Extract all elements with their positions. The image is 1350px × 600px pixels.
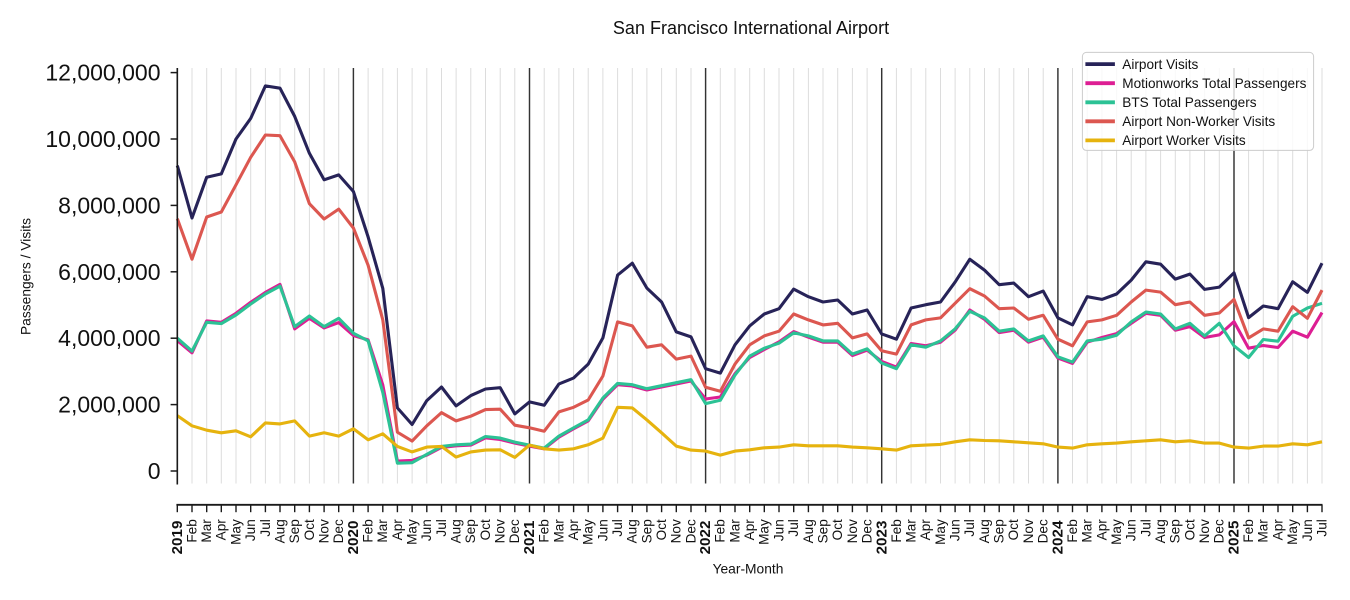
- svg-text:Apr: Apr: [390, 519, 405, 541]
- svg-text:Jun: Jun: [771, 519, 786, 541]
- svg-text:Sep: Sep: [463, 519, 478, 543]
- svg-text:Sep: Sep: [287, 519, 302, 543]
- svg-text:Oct: Oct: [830, 519, 845, 540]
- svg-text:6,000,000: 6,000,000: [58, 259, 160, 285]
- svg-text:Dec: Dec: [860, 519, 875, 543]
- svg-text:Jun: Jun: [419, 519, 434, 541]
- svg-text:Aug: Aug: [1153, 519, 1168, 543]
- svg-text:May: May: [1109, 519, 1124, 545]
- svg-text:Aug: Aug: [977, 519, 992, 543]
- svg-text:Dec: Dec: [683, 519, 698, 543]
- svg-text:Passengers / Visits: Passengers / Visits: [19, 218, 34, 335]
- svg-text:Oct: Oct: [1006, 519, 1021, 540]
- svg-text:Apr: Apr: [1094, 519, 1109, 541]
- svg-text:Jul: Jul: [610, 519, 625, 536]
- svg-text:Oct: Oct: [1182, 519, 1197, 540]
- svg-text:Apr: Apr: [566, 519, 581, 541]
- svg-text:Oct: Oct: [478, 519, 493, 540]
- svg-text:Motionworks Total Passengers: Motionworks Total Passengers: [1122, 76, 1306, 91]
- svg-text:8,000,000: 8,000,000: [58, 192, 160, 218]
- svg-text:Dec: Dec: [331, 519, 346, 543]
- svg-text:Aug: Aug: [801, 519, 816, 543]
- svg-text:Jun: Jun: [1124, 519, 1139, 541]
- svg-text:2024: 2024: [1050, 520, 1067, 554]
- svg-text:Airport Visits: Airport Visits: [1122, 57, 1198, 72]
- svg-text:2022: 2022: [697, 521, 714, 555]
- svg-text:Mar: Mar: [551, 519, 566, 543]
- svg-text:Aug: Aug: [449, 519, 464, 543]
- svg-text:Dec: Dec: [1212, 519, 1227, 543]
- svg-text:2019: 2019: [169, 521, 186, 555]
- svg-text:Oct: Oct: [654, 519, 669, 540]
- svg-text:Mar: Mar: [904, 519, 919, 543]
- svg-text:2023: 2023: [873, 521, 890, 555]
- svg-text:Feb: Feb: [1241, 519, 1256, 542]
- svg-text:Apr: Apr: [214, 519, 229, 541]
- svg-text:Sep: Sep: [815, 519, 830, 543]
- svg-text:Jun: Jun: [1300, 519, 1315, 541]
- svg-text:May: May: [581, 519, 596, 545]
- svg-text:Year-Month: Year-Month: [713, 562, 784, 577]
- svg-text:Mar: Mar: [375, 519, 390, 543]
- svg-text:Apr: Apr: [1270, 519, 1285, 541]
- svg-text:Feb: Feb: [713, 519, 728, 542]
- svg-text:May: May: [228, 519, 243, 545]
- svg-text:2025: 2025: [1226, 520, 1243, 554]
- svg-text:Apr: Apr: [742, 519, 757, 541]
- svg-text:2,000,000: 2,000,000: [58, 392, 160, 418]
- svg-text:May: May: [1285, 519, 1300, 545]
- svg-text:Mar: Mar: [1256, 519, 1271, 543]
- svg-text:Jun: Jun: [595, 519, 610, 541]
- svg-text:Dec: Dec: [1036, 519, 1051, 543]
- svg-text:Nov: Nov: [317, 519, 332, 543]
- svg-text:Mar: Mar: [1080, 519, 1095, 543]
- svg-text:Nov: Nov: [493, 519, 508, 543]
- svg-text:Airport Worker Visits: Airport Worker Visits: [1122, 133, 1246, 148]
- svg-text:May: May: [933, 519, 948, 545]
- svg-text:Dec: Dec: [507, 519, 522, 543]
- svg-text:Feb: Feb: [361, 519, 376, 542]
- svg-text:Oct: Oct: [302, 519, 317, 540]
- svg-text:Nov: Nov: [669, 519, 684, 543]
- svg-text:Feb: Feb: [1065, 519, 1080, 542]
- svg-text:2020: 2020: [345, 521, 362, 555]
- svg-text:Nov: Nov: [845, 519, 860, 543]
- svg-text:Jul: Jul: [258, 519, 273, 536]
- svg-text:Apr: Apr: [918, 519, 933, 541]
- svg-text:Jul: Jul: [434, 519, 449, 536]
- svg-text:Nov: Nov: [1197, 519, 1212, 543]
- svg-text:San Francisco International Ai: San Francisco International Airport: [613, 18, 889, 38]
- svg-text:May: May: [405, 519, 420, 545]
- svg-text:May: May: [757, 519, 772, 545]
- svg-text:Jun: Jun: [243, 519, 258, 541]
- svg-text:Mar: Mar: [199, 519, 214, 543]
- svg-text:Sep: Sep: [1168, 519, 1183, 543]
- svg-text:Jul: Jul: [1138, 519, 1153, 536]
- svg-text:Feb: Feb: [889, 519, 904, 542]
- svg-text:Feb: Feb: [184, 519, 199, 542]
- svg-text:Jul: Jul: [1314, 519, 1329, 536]
- svg-text:Airport Non-Worker Visits: Airport Non-Worker Visits: [1122, 114, 1275, 129]
- svg-text:10,000,000: 10,000,000: [45, 126, 160, 152]
- svg-text:Aug: Aug: [625, 519, 640, 543]
- svg-text:Jul: Jul: [786, 519, 801, 536]
- svg-text:Mar: Mar: [727, 519, 742, 543]
- svg-text:Aug: Aug: [272, 519, 287, 543]
- svg-text:2021: 2021: [521, 520, 538, 554]
- svg-text:BTS Total Passengers: BTS Total Passengers: [1122, 95, 1256, 110]
- svg-text:Jul: Jul: [962, 519, 977, 536]
- svg-text:0: 0: [148, 458, 161, 484]
- svg-text:12,000,000: 12,000,000: [45, 60, 160, 86]
- svg-text:Sep: Sep: [639, 519, 654, 543]
- svg-text:Feb: Feb: [537, 519, 552, 542]
- svg-text:4,000,000: 4,000,000: [58, 325, 160, 351]
- svg-text:Sep: Sep: [992, 519, 1007, 543]
- svg-text:Nov: Nov: [1021, 519, 1036, 543]
- svg-text:Jun: Jun: [948, 519, 963, 541]
